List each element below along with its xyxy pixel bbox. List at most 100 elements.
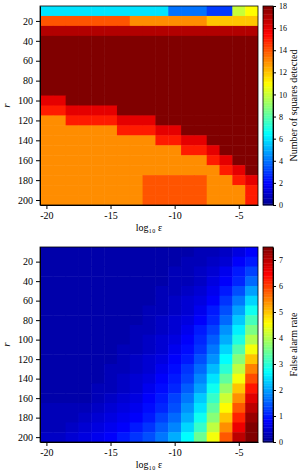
cell bbox=[66, 286, 79, 296]
tick: 14 bbox=[273, 46, 287, 55]
cell bbox=[155, 286, 168, 296]
cell bbox=[194, 26, 207, 36]
cell bbox=[194, 325, 207, 335]
tick: 6 bbox=[273, 282, 283, 291]
axis-line bbox=[41, 205, 259, 206]
axis-line bbox=[273, 7, 274, 206]
colorbar-axis: 01234567 bbox=[273, 248, 283, 448]
cell bbox=[53, 46, 66, 56]
cell bbox=[181, 286, 194, 296]
cell bbox=[117, 6, 130, 16]
cell bbox=[168, 145, 181, 155]
heatmap-cells bbox=[40, 247, 258, 442]
cell bbox=[117, 195, 130, 205]
cell bbox=[232, 423, 245, 433]
cell bbox=[104, 257, 117, 267]
cell bbox=[194, 185, 207, 195]
cell bbox=[181, 86, 194, 96]
cell bbox=[232, 66, 245, 76]
cell bbox=[245, 185, 258, 195]
cell bbox=[91, 345, 104, 355]
cell bbox=[245, 403, 258, 413]
cell bbox=[181, 384, 194, 394]
cell bbox=[194, 36, 207, 46]
axis-line bbox=[40, 248, 41, 443]
cell bbox=[78, 135, 91, 145]
cell bbox=[78, 46, 91, 56]
cell bbox=[220, 115, 233, 125]
cell bbox=[232, 384, 245, 394]
cell bbox=[143, 46, 156, 56]
cell bbox=[53, 125, 66, 135]
cell bbox=[245, 135, 258, 145]
cell bbox=[91, 6, 104, 16]
cell bbox=[130, 325, 143, 335]
cell bbox=[91, 135, 104, 145]
tick-mark bbox=[36, 200, 40, 201]
tick-mark bbox=[36, 21, 40, 22]
cell bbox=[104, 106, 117, 116]
cell bbox=[155, 195, 168, 205]
tick-label: 12 bbox=[279, 68, 287, 77]
cell bbox=[232, 403, 245, 413]
cell bbox=[66, 125, 79, 135]
tick: 7 bbox=[273, 256, 283, 265]
cell bbox=[194, 296, 207, 306]
cell bbox=[66, 384, 79, 394]
cell bbox=[104, 364, 117, 374]
cell bbox=[66, 135, 79, 145]
cell bbox=[207, 423, 220, 433]
cell bbox=[155, 175, 168, 185]
cell bbox=[245, 354, 258, 364]
tick-mark bbox=[36, 320, 40, 321]
cell bbox=[143, 286, 156, 296]
cell bbox=[104, 393, 117, 403]
cell bbox=[130, 267, 143, 277]
cell bbox=[220, 16, 233, 26]
cell bbox=[104, 374, 117, 384]
cell bbox=[232, 16, 245, 26]
cell bbox=[40, 345, 53, 355]
tick-label: 0 bbox=[279, 201, 283, 210]
cell bbox=[143, 175, 156, 185]
tick: 4 bbox=[273, 157, 283, 166]
tick-label: 1 bbox=[279, 412, 283, 421]
tick-mark bbox=[36, 61, 40, 62]
cell bbox=[130, 125, 143, 135]
cell bbox=[91, 125, 104, 135]
tick-mark bbox=[175, 442, 176, 446]
cell bbox=[168, 364, 181, 374]
cell bbox=[245, 286, 258, 296]
cell bbox=[78, 76, 91, 86]
cell bbox=[104, 145, 117, 155]
colorbar bbox=[263, 247, 273, 442]
axis-line bbox=[273, 248, 274, 443]
cell bbox=[232, 335, 245, 345]
cell bbox=[104, 115, 117, 125]
cell bbox=[245, 96, 258, 106]
cell bbox=[194, 364, 207, 374]
tick-mark bbox=[36, 81, 40, 82]
cell bbox=[232, 195, 245, 205]
cell bbox=[40, 195, 53, 205]
tick: 200 bbox=[18, 195, 40, 206]
cell bbox=[245, 56, 258, 66]
cell bbox=[91, 257, 104, 267]
cell bbox=[245, 247, 258, 257]
cell bbox=[143, 374, 156, 384]
cell bbox=[220, 6, 233, 16]
cell bbox=[53, 432, 66, 442]
cell bbox=[220, 296, 233, 306]
tick: 6 bbox=[273, 135, 283, 144]
cell bbox=[130, 296, 143, 306]
cell bbox=[91, 175, 104, 185]
cell bbox=[53, 306, 66, 316]
cell bbox=[155, 6, 168, 16]
cell bbox=[207, 26, 220, 36]
cell bbox=[232, 306, 245, 316]
tick: 16 bbox=[273, 24, 287, 33]
cell bbox=[66, 145, 79, 155]
tick: 20 bbox=[23, 256, 40, 267]
figure-svg: -20-15-10-520406080100120140160180200log… bbox=[0, 0, 304, 472]
cell bbox=[66, 96, 79, 106]
